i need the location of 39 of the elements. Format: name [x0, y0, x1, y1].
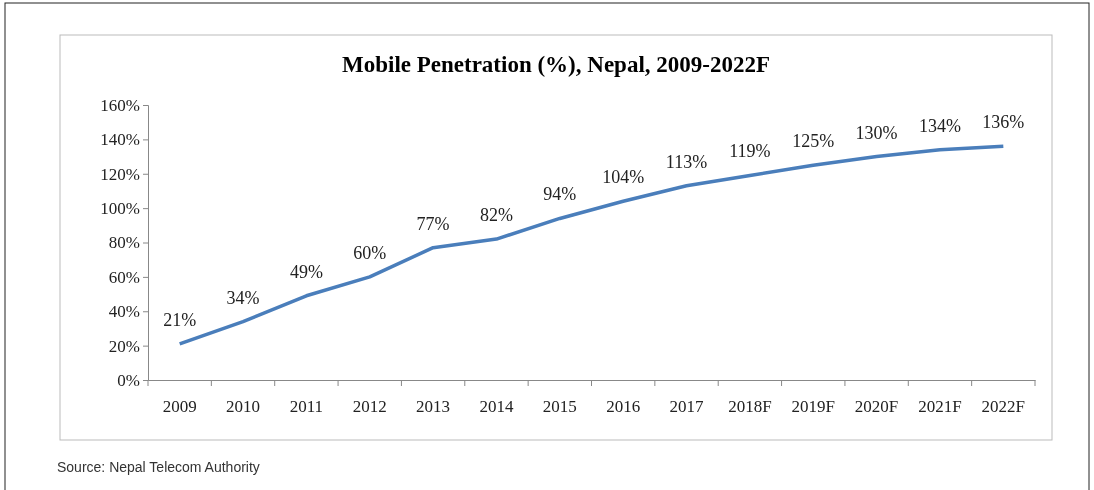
- data-label: 21%: [163, 309, 197, 330]
- x-tick-label: 2022F: [981, 397, 1026, 417]
- x-tick-label: 2013: [416, 397, 451, 417]
- y-tick-label: 60%: [108, 267, 140, 287]
- data-label: 130%: [855, 122, 898, 143]
- y-tick-label: 100%: [100, 199, 140, 219]
- data-label: 113%: [665, 151, 708, 172]
- x-tick-label: 2020F: [854, 397, 899, 417]
- x-tick-label: 2016: [606, 397, 641, 417]
- y-tick-label: 20%: [108, 336, 140, 356]
- x-tick-label: 2011: [289, 397, 324, 417]
- data-label: 77%: [416, 213, 450, 234]
- data-label: 104%: [602, 167, 645, 188]
- x-tick-label: 2019F: [791, 397, 835, 417]
- data-label: 82%: [479, 205, 513, 226]
- data-label: 34%: [226, 287, 260, 308]
- data-label: 119%: [729, 141, 771, 162]
- x-tick-label: 2014: [479, 397, 514, 417]
- data-label: 134%: [918, 115, 961, 136]
- y-tick-label: 140%: [100, 130, 140, 150]
- x-tick-label: 2021F: [918, 397, 962, 417]
- data-label: 60%: [353, 242, 387, 263]
- y-tick-label: 80%: [108, 233, 140, 253]
- source-note: Source: Nepal Telecom Authority: [57, 459, 260, 475]
- x-tick-label: 2012: [352, 397, 387, 417]
- data-label: 125%: [792, 131, 835, 152]
- y-tick-label: 40%: [108, 302, 140, 322]
- data-label: 136%: [982, 112, 1025, 133]
- x-tick-label: 2015: [542, 397, 577, 417]
- y-tick-label: 160%: [100, 95, 140, 115]
- x-tick-label: 2017: [669, 397, 705, 417]
- data-label: 49%: [289, 261, 323, 282]
- chart-title: Mobile Penetration (%), Nepal, 2009-2022F: [342, 52, 770, 77]
- x-tick-label: 2010: [226, 397, 261, 417]
- data-label: 94%: [543, 184, 577, 205]
- x-tick-label: 2009: [162, 397, 197, 417]
- y-tick-label: 120%: [100, 164, 140, 184]
- y-tick-label: 0%: [117, 370, 140, 390]
- x-tick-label: 2018F: [728, 397, 772, 417]
